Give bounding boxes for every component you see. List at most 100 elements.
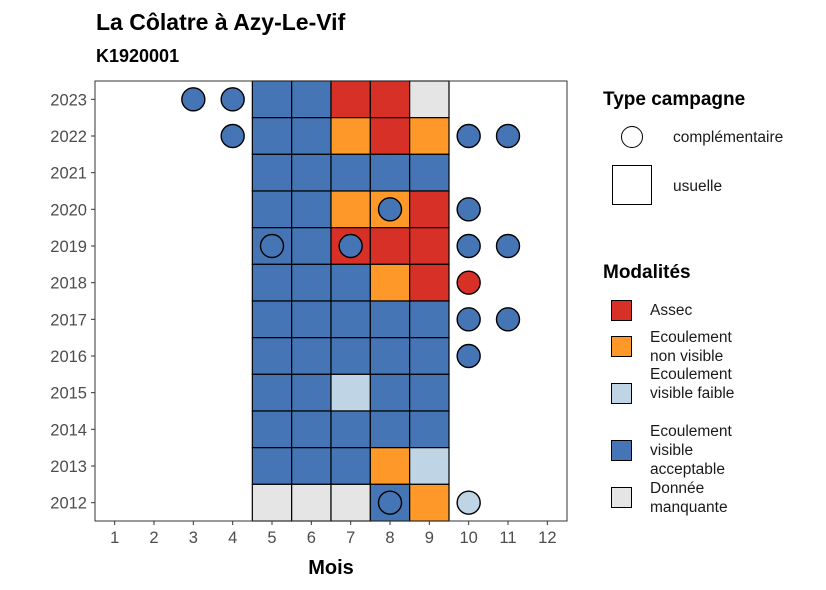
- point-2023-3: [181, 87, 206, 112]
- tile-2022-7: [330, 117, 371, 155]
- legend-label-donnee-manquante: Donnée manquante: [650, 480, 728, 516]
- x-tick-label: 9: [425, 529, 434, 547]
- tile-2015-9: [409, 373, 450, 412]
- x-tick-label: 12: [538, 529, 556, 547]
- tile-2013-8: [369, 447, 411, 485]
- tile-2018-5: [251, 263, 293, 302]
- legend-label-visible-acceptable: Ecoulement visible acceptable: [650, 423, 732, 478]
- tile-2018-7: [330, 263, 371, 302]
- tile-2019-6: [291, 227, 332, 265]
- x-tick-label: 10: [459, 529, 477, 547]
- tile-2012-5: [251, 483, 293, 522]
- tile-2021-6: [291, 153, 332, 192]
- tile-2019-8: [369, 227, 411, 265]
- y-tick-label: 2012: [50, 495, 87, 513]
- tile-2016-8: [369, 337, 411, 375]
- x-tick-label: 4: [228, 529, 237, 547]
- tile-2016-9: [409, 337, 450, 375]
- tile-2017-6: [291, 300, 332, 339]
- tile-2013-7: [330, 447, 371, 485]
- point-2012-10: [456, 490, 481, 515]
- legend-label-visible-faible: Ecoulement visible faible: [650, 366, 735, 402]
- point-2012-8: [377, 490, 403, 515]
- tile-2022-8: [369, 117, 411, 155]
- y-tick-label: 2015: [50, 385, 87, 403]
- tile-2014-7: [330, 410, 371, 449]
- legend-type-label-complementaire: complémentaire: [673, 129, 784, 146]
- tile-2023-5: [251, 80, 293, 119]
- point-2019-5: [259, 233, 285, 259]
- legend-label-non-visible: Ecoulement non visible: [650, 329, 732, 365]
- tile-2015-5: [251, 373, 293, 412]
- point-2023-4: [220, 87, 245, 112]
- point-2019-10: [456, 233, 481, 259]
- y-tick-label: 2022: [50, 128, 87, 146]
- y-tick-label: 2021: [50, 165, 87, 183]
- legend-type-label-usuelle: usuelle: [673, 178, 723, 195]
- tile-2022-6: [291, 117, 332, 155]
- x-tick-label: 5: [267, 529, 276, 547]
- tile-2014-6: [291, 410, 332, 449]
- tile-2012-9: [409, 483, 450, 522]
- tile-2016-5: [251, 337, 293, 375]
- tile-2014-8: [369, 410, 411, 449]
- tile-2023-6: [291, 80, 332, 119]
- tile-2016-6: [291, 337, 332, 375]
- chart-subtitle: K1920001: [96, 46, 180, 66]
- tile-2020-5: [251, 190, 293, 229]
- tile-2021-5: [251, 153, 293, 192]
- tile-2013-6: [291, 447, 332, 485]
- point-2018-10: [456, 270, 481, 295]
- legend-type-title: Type campagne: [603, 89, 746, 110]
- tile-2022-9: [409, 117, 450, 155]
- legend-label-assec: Assec: [650, 302, 693, 319]
- point-2022-4: [220, 123, 245, 149]
- point-2020-8: [377, 197, 403, 222]
- point-2019-11: [495, 233, 521, 259]
- tile-2015-8: [369, 373, 411, 412]
- tile-2013-9: [409, 447, 450, 485]
- tile-2019-9: [409, 227, 450, 265]
- x-axis-title: Mois: [308, 557, 354, 579]
- point-2022-11: [495, 123, 521, 149]
- tile-2014-9: [409, 410, 450, 449]
- tile-2014-5: [251, 410, 293, 449]
- tile-2017-7: [330, 300, 371, 339]
- legend-key-visible-faible: [611, 383, 632, 404]
- plot-border: [94, 80, 568, 522]
- legend-modalites-title: Modalités: [603, 262, 691, 283]
- tile-2018-8: [369, 263, 411, 302]
- point-2017-11: [495, 307, 521, 332]
- point-2019-7: [338, 233, 363, 259]
- y-tick-label: 2013: [50, 458, 87, 476]
- point-2022-10: [456, 123, 481, 149]
- tile-2020-7: [330, 190, 371, 229]
- tile-2021-9: [409, 153, 450, 192]
- y-tick-label: 2016: [50, 348, 87, 366]
- legend-key-donnee-manquante: [611, 487, 632, 508]
- x-tick-label: 11: [499, 529, 516, 547]
- tile-2018-6: [291, 263, 332, 302]
- point-2020-10: [456, 197, 481, 222]
- tile-2023-8: [369, 80, 411, 119]
- tile-2020-6: [291, 190, 332, 229]
- x-tick-label: 7: [346, 529, 355, 547]
- tile-2015-7: [330, 373, 371, 412]
- legend-circle-icon: [621, 126, 643, 148]
- tile-2021-7: [330, 153, 371, 192]
- tile-2018-9: [409, 263, 450, 302]
- tile-2023-7: [330, 80, 371, 119]
- legend-square-icon: [612, 165, 652, 205]
- y-tick-label: 2014: [50, 421, 87, 439]
- x-tick-label: 8: [385, 529, 394, 547]
- tile-2016-7: [330, 337, 371, 375]
- x-tick-label: 1: [110, 529, 119, 547]
- tile-2017-5: [251, 300, 293, 339]
- point-2016-10: [456, 343, 481, 369]
- y-tick-label: 2020: [50, 201, 87, 219]
- tile-2022-5: [251, 117, 293, 155]
- y-tick-label: 2019: [50, 238, 87, 256]
- x-tick-label: 2: [149, 529, 158, 547]
- point-2017-10: [456, 307, 481, 332]
